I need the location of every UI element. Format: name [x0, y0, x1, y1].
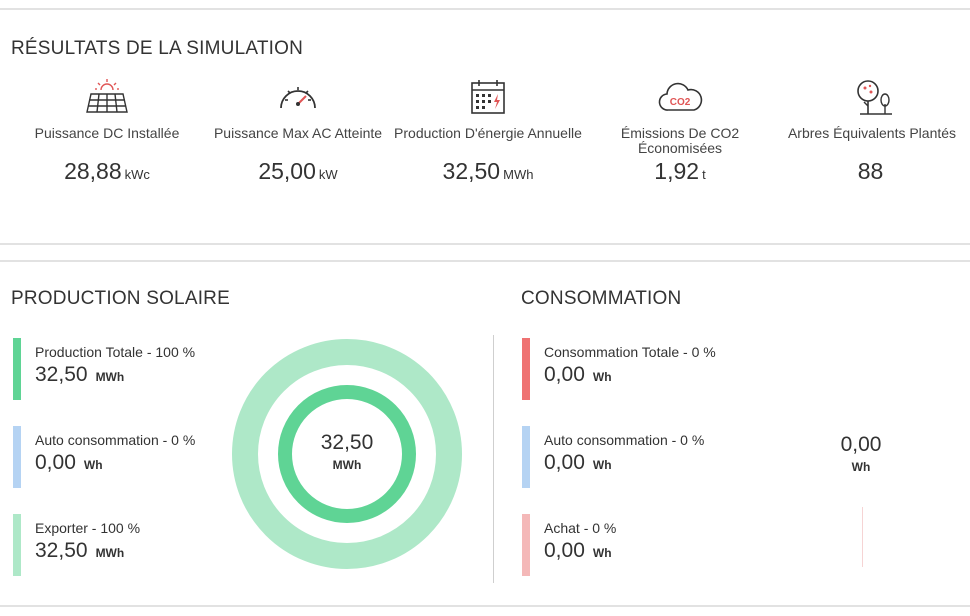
- trees-icon: [777, 78, 967, 118]
- kpi-annual-production: Production D'énergie Annuelle 32,50 MWh: [393, 78, 583, 185]
- kpi-value: 25,00 kW: [258, 158, 338, 184]
- kpi-label: Production D'énergie Annuelle: [394, 125, 582, 141]
- co2-cloud-icon: CO2: [585, 78, 775, 118]
- donut-unit: MWh: [332, 458, 362, 472]
- kpi-value: 88: [857, 158, 884, 184]
- calendar-energy-icon: [393, 78, 583, 118]
- kpi-label: Arbres Équivalents Plantés: [787, 125, 957, 141]
- donut-value: 32,50: [320, 431, 374, 454]
- donut-outer-ring: [232, 339, 462, 569]
- kpi-label: Émissions De CO2 Économisées: [620, 125, 740, 156]
- svg-text:CO2: CO2: [670, 97, 691, 108]
- legend-color-bar: [13, 514, 21, 576]
- kpi-ac-power: Puissance Max AC Atteinte 25,00 kW: [203, 78, 393, 185]
- legend-label: Exporter - 100 %: [35, 520, 141, 536]
- kpi-label: Puissance DC Installée: [34, 125, 180, 141]
- legend-label: Achat - 0 %: [544, 520, 617, 536]
- kpi-value: 28,88 kWc: [64, 158, 150, 184]
- kpi-dc-power: Puissance DC Installée 28,88 kWc: [12, 78, 202, 185]
- legend-label: Auto consommation - 0 %: [35, 432, 196, 448]
- kpi-value: 1,92 t: [654, 158, 706, 184]
- donut-unit: Wh: [851, 460, 871, 474]
- legend-value: 0,00 Wh: [544, 451, 612, 474]
- solar-panel-icon: [12, 78, 202, 118]
- top-divider: [0, 8, 970, 10]
- kpi-label: Puissance Max AC Atteinte: [213, 125, 383, 141]
- production-donut-chart: [232, 339, 462, 569]
- bottom-divider: [0, 605, 970, 607]
- consommation-donut-stub: [862, 507, 863, 567]
- legend-value: 0,00 Wh: [544, 363, 612, 386]
- results-title: RÉSULTATS DE LA SIMULATION: [11, 38, 304, 59]
- consommation-title: CONSOMMATION: [521, 288, 682, 309]
- legend-color-bar: [522, 426, 530, 488]
- production-donut-center: 32,50 MWh: [287, 431, 407, 472]
- mid-divider-upper: [0, 243, 970, 245]
- legend-value: 32,50 MWh: [35, 363, 125, 386]
- legend-value: 32,50 MWh: [35, 539, 125, 562]
- donut-inner-ring: [278, 385, 416, 523]
- production-title: PRODUCTION SOLAIRE: [11, 288, 230, 309]
- legend-color-bar: [522, 338, 530, 400]
- legend-value: 0,00 Wh: [35, 451, 103, 474]
- speedometer-icon: [203, 78, 393, 118]
- legend-label: Production Totale - 100 %: [35, 344, 196, 360]
- legend-label: Consommation Totale - 0 %: [544, 344, 716, 360]
- mid-divider-lower: [0, 260, 970, 262]
- legend-color-bar: [13, 338, 21, 400]
- kpi-trees: Arbres Équivalents Plantés 88: [777, 78, 967, 185]
- kpi-value: 32,50 MWh: [442, 158, 534, 184]
- consommation-donut-center: 0,00 Wh: [801, 433, 921, 474]
- legend-label: Auto consommation - 0 %: [544, 432, 705, 448]
- legend-value: 0,00 Wh: [544, 539, 612, 562]
- legend-color-bar: [13, 426, 21, 488]
- donut-value: 0,00: [840, 433, 882, 456]
- section-divider: [493, 335, 494, 583]
- kpi-co2-saved: CO2 Émissions De CO2 Économisées 1,92 t: [585, 78, 775, 185]
- legend-color-bar: [522, 514, 530, 576]
